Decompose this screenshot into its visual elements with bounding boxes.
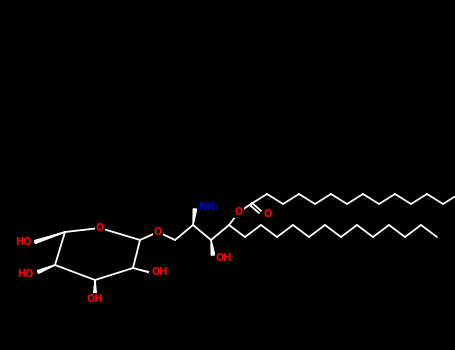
Text: NH₂: NH₂ [198,202,218,212]
Text: O: O [154,227,162,237]
Text: O: O [96,223,104,233]
Polygon shape [193,209,197,225]
Polygon shape [211,240,215,255]
Polygon shape [37,265,55,273]
Text: HO: HO [15,237,31,247]
Text: OH: OH [152,267,168,277]
Text: OH: OH [87,294,103,304]
Text: OH: OH [216,253,233,263]
Text: O: O [264,209,272,219]
Polygon shape [93,280,96,295]
Text: O: O [235,207,243,217]
Polygon shape [35,232,65,243]
Text: HO: HO [18,269,34,279]
